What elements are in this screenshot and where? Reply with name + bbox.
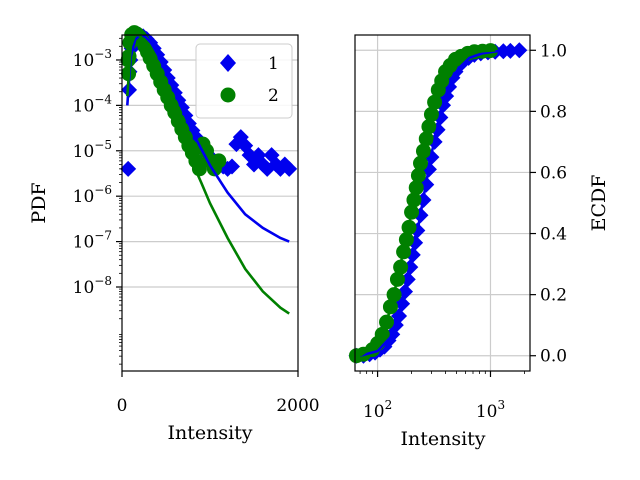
ecdf-y-tick-label: 0.0 (540, 347, 567, 367)
pdf-x-tick-label: 2000 (276, 396, 319, 416)
ecdf-y-tick-label: 0.2 (540, 286, 567, 306)
ecdf-y-tick-label: 0.6 (540, 163, 567, 183)
pdf-y-tick-label: 10−5 (73, 138, 112, 162)
ecdf-fit-line-1 (359, 49, 520, 357)
ecdf-x-tick-label: 103 (476, 398, 505, 422)
legend-marker-circle (220, 87, 236, 103)
pdf-ticks: 10−3 10−4 10−5 10−6 10−7 10−8 0 2000 (73, 37, 320, 416)
ecdf-ticks: 0.0 0.2 0.4 0.6 0.8 1.0 102 103 (359, 41, 567, 422)
legend: 1 2 (195, 43, 293, 119)
ecdf-x-axis-label: Intensity (400, 428, 485, 450)
ecdf-y-tick-label: 0.4 (540, 225, 567, 245)
pdf-y-tick-label: 10−4 (73, 92, 113, 116)
pdf-y-tick-label: 10−7 (73, 229, 112, 253)
ecdf-point-series-1 (511, 42, 528, 59)
legend-marker-diamond (220, 54, 236, 72)
legend-label-1: 1 (268, 54, 279, 74)
pdf-x-axis-label: Intensity (167, 422, 252, 444)
pdf-panel: 10−310−410−510−610−710−80 2000 Intensity … (28, 25, 320, 444)
legend-box (195, 43, 293, 119)
legend-label-2: 2 (268, 86, 279, 106)
pdf-y-tick-label: 10−6 (73, 183, 112, 207)
pdf-y-axis-label: PDF (28, 182, 50, 223)
pdf-point-series-1 (120, 160, 137, 177)
ecdf-y-axis-label: ECDF (588, 175, 610, 232)
ecdf-y-tick-label: 0.8 (540, 102, 567, 122)
ecdf-x-tick-label: 102 (363, 398, 392, 422)
pdf-x-tick-label: 0 (117, 396, 128, 416)
ecdf-panel: 0.0 0.2 0.4 0.6 0.8 1.0 102 103 Intensity ECDF (348, 34, 610, 450)
pdf-y-tick-label: 10−8 (73, 274, 112, 298)
pdf-point-series-1 (281, 160, 298, 177)
ecdf-fit-line-2 (359, 49, 496, 357)
pdf-y-tick-label: 10−3 (73, 47, 112, 71)
ecdf-series (348, 42, 528, 364)
ecdf-y-tick-label: 1.0 (540, 41, 567, 61)
pdf-point-series-2 (211, 153, 227, 169)
ecdf-plot-frame (354, 34, 531, 372)
pdf-series (120, 25, 298, 315)
pdf-point-series-1 (224, 158, 240, 175)
